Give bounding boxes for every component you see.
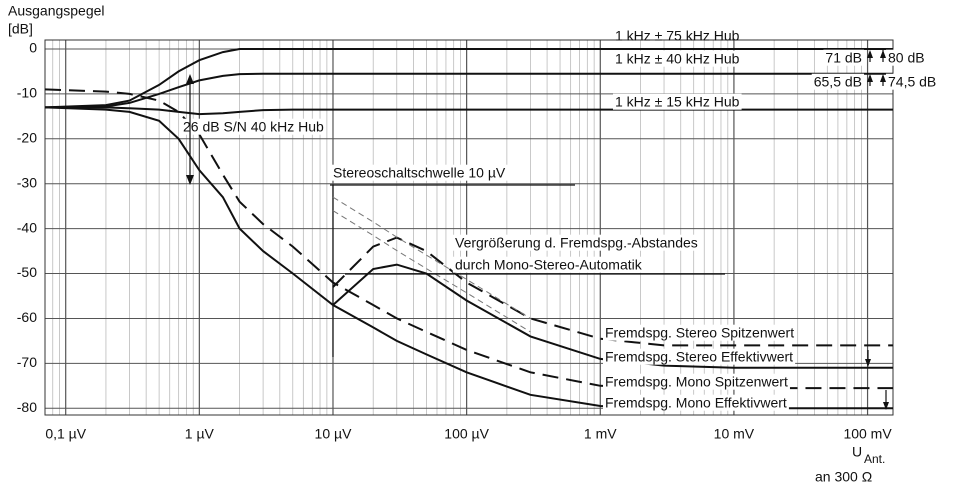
x-tick-label: 100 mV: [843, 426, 892, 442]
annotation: Stereoschaltschwelle 10 µV: [333, 165, 506, 181]
label-background: [603, 348, 796, 365]
label-background: [886, 73, 939, 90]
series-label: Fremdspg. Stereo Effektivwert: [605, 349, 793, 365]
x-axis-note: an 300 Ω: [815, 469, 872, 485]
arrows: [186, 50, 889, 410]
annotation: durch Mono-Stereo-Automatik: [455, 257, 643, 273]
series-label: 1 kHz ± 75 kHz Hub: [615, 28, 740, 44]
label-background: [886, 49, 927, 66]
series-line: [332, 210, 531, 333]
label-background: [603, 373, 790, 390]
y-tick-label: -20: [17, 130, 37, 146]
annotation: 65,5 dB: [814, 74, 862, 90]
x-tick-label: 0,1 µV: [45, 426, 86, 442]
label-background: [453, 256, 645, 273]
annotation: 80 dB: [888, 50, 925, 66]
marks: [44, 48, 893, 410]
x-axis-title: U: [852, 444, 862, 460]
label-background: [181, 118, 327, 135]
x-tick-label: 1 µV: [185, 426, 215, 442]
x-tick-label: 100 µV: [444, 426, 489, 442]
annotation: 26 dB S/N 40 kHz Hub: [183, 119, 324, 135]
series-label: Fremdspg. Mono Effektivwert: [605, 395, 787, 411]
series-label: Fremdspg. Mono Spitzenwert: [605, 374, 788, 390]
y-tick-label: -30: [17, 174, 37, 190]
x-tick-label: 1 mV: [584, 426, 617, 442]
series-line: [332, 236, 893, 347]
series-line: [44, 48, 893, 109]
series-line: [44, 106, 893, 410]
y-tick-label: -10: [17, 85, 37, 101]
series-line: [45, 106, 893, 116]
label-background: [811, 73, 864, 90]
y-tick-label: -50: [17, 264, 37, 280]
series-label: Fremdspg. Stereo Spitzenwert: [605, 325, 794, 341]
series-label: 1 kHz ± 15 kHz Hub: [615, 94, 740, 110]
annotation: 74,5 dB: [888, 74, 936, 90]
label-background: [603, 394, 789, 411]
label-background: [603, 324, 797, 341]
label-background: [331, 164, 508, 181]
y-axis-title: Ausgangspegel: [8, 3, 105, 19]
series-line: [44, 72, 893, 109]
x-tick-label: 10 µV: [315, 426, 353, 442]
y-tick-label: -80: [17, 399, 37, 415]
y-tick-label: -60: [17, 309, 37, 325]
label-background: [823, 49, 864, 66]
y-axis-unit: [dB]: [8, 21, 33, 37]
label-background: [613, 93, 742, 110]
annotation: 71 dB: [825, 50, 862, 66]
series-label: 1 kHz ± 40 kHz Hub: [615, 51, 740, 67]
x-tick-label: 10 mV: [714, 426, 755, 442]
x-axis-title-sub: Ant.: [864, 452, 885, 466]
labels: 0,1 µV 1 µV 10 µV 100 µV 1 mV 10 mV 100 mV 0 -10…: [17, 28, 939, 442]
series-line: [44, 88, 893, 390]
y-tick-label: 0: [29, 40, 37, 56]
annotation: Vergrößerung d. Fremdspg.-Abstandes: [455, 235, 698, 251]
series-line: [332, 196, 531, 319]
label-background: [453, 234, 700, 251]
y-tick-label: -70: [17, 354, 37, 370]
label-background: [613, 50, 742, 67]
y-tick-label: -40: [17, 219, 37, 235]
series-line: [332, 263, 893, 369]
plot-frame: [44, 39, 894, 416]
